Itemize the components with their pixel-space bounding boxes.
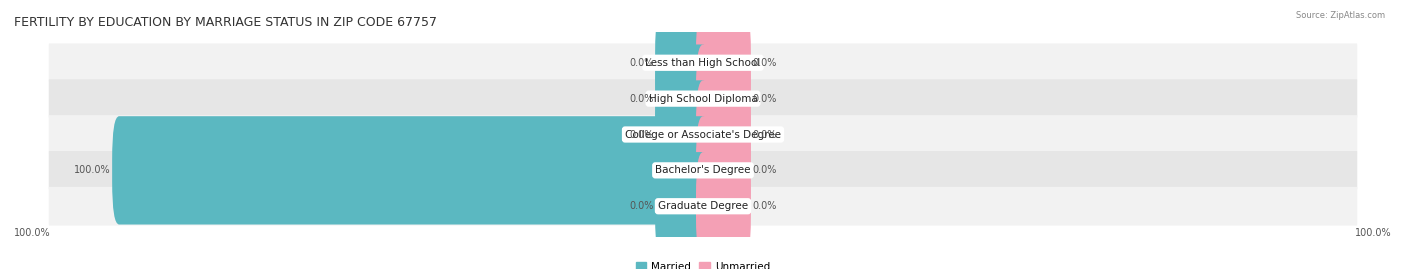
Text: 0.0%: 0.0% [628,94,654,104]
Text: 0.0%: 0.0% [628,129,654,140]
FancyBboxPatch shape [49,79,1357,118]
FancyBboxPatch shape [112,116,710,225]
FancyBboxPatch shape [655,44,710,153]
Text: 0.0%: 0.0% [628,201,654,211]
FancyBboxPatch shape [655,80,710,189]
FancyBboxPatch shape [696,44,751,153]
FancyBboxPatch shape [696,80,751,189]
Text: 100.0%: 100.0% [14,228,51,238]
FancyBboxPatch shape [49,43,1357,82]
FancyBboxPatch shape [49,187,1357,226]
Legend: Married, Unmarried: Married, Unmarried [631,258,775,269]
FancyBboxPatch shape [696,116,751,225]
Text: College or Associate's Degree: College or Associate's Degree [626,129,780,140]
FancyBboxPatch shape [49,115,1357,154]
Text: 100.0%: 100.0% [73,165,111,175]
Text: 0.0%: 0.0% [628,58,654,68]
FancyBboxPatch shape [655,152,710,260]
Text: 100.0%: 100.0% [1355,228,1392,238]
Text: FERTILITY BY EDUCATION BY MARRIAGE STATUS IN ZIP CODE 67757: FERTILITY BY EDUCATION BY MARRIAGE STATU… [14,16,437,29]
Text: 0.0%: 0.0% [752,94,778,104]
FancyBboxPatch shape [696,152,751,260]
FancyBboxPatch shape [49,151,1357,190]
Text: Source: ZipAtlas.com: Source: ZipAtlas.com [1296,11,1385,20]
Text: 0.0%: 0.0% [752,129,778,140]
Text: Bachelor's Degree: Bachelor's Degree [655,165,751,175]
Text: Graduate Degree: Graduate Degree [658,201,748,211]
Text: 0.0%: 0.0% [752,58,778,68]
Text: 0.0%: 0.0% [752,165,778,175]
Text: Less than High School: Less than High School [645,58,761,68]
FancyBboxPatch shape [696,9,751,117]
Text: High School Diploma: High School Diploma [648,94,758,104]
FancyBboxPatch shape [655,9,710,117]
Text: 0.0%: 0.0% [752,201,778,211]
